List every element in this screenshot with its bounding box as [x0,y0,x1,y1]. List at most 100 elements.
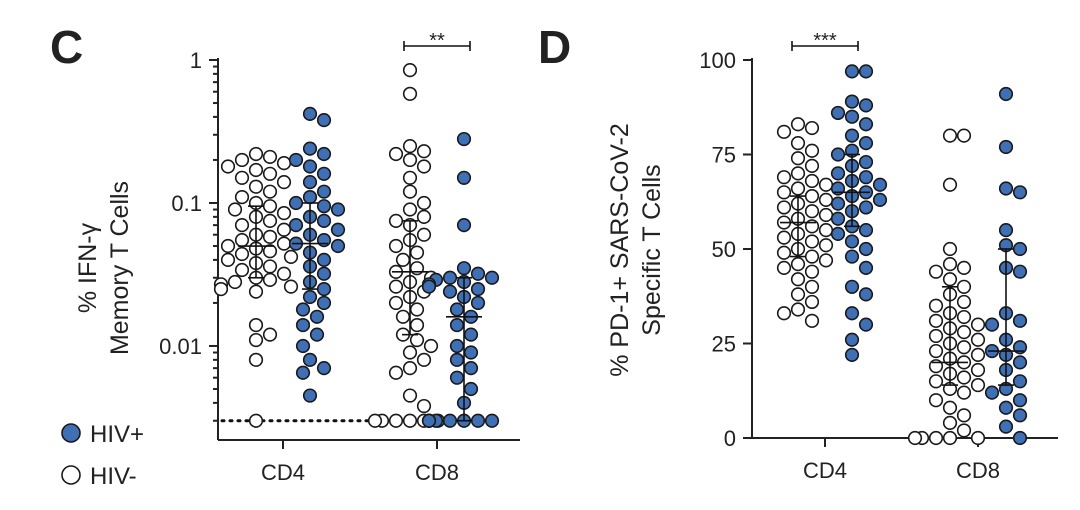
data-point [449,302,465,317]
data-point [970,317,986,332]
data-point [416,195,432,211]
data-point [234,262,250,278]
data-point [844,234,860,249]
data-point [804,120,820,136]
y-tick-label: 25 [712,332,736,357]
data-point [276,236,292,251]
data-point [804,264,820,279]
data-point [234,152,250,168]
data-point [804,158,820,173]
data-point [456,261,472,276]
data-point [776,260,792,276]
data-point [288,218,304,233]
data-point [395,252,411,267]
data-point [367,413,383,428]
data-point [316,281,332,297]
data-point [316,112,332,128]
data-point [248,162,264,178]
data-point [1012,408,1028,423]
data-point [484,413,500,428]
data-point [316,266,332,281]
data-point [844,64,860,79]
data-point [907,430,923,446]
data-point [416,144,432,159]
data-point [470,295,486,311]
data-point [248,352,264,367]
data-point [213,281,229,297]
data-point [262,184,278,199]
data-point [818,192,834,207]
data-point [302,189,318,205]
significance-label: *** [813,30,837,52]
data-point [928,313,944,328]
data-point [248,179,264,194]
data-point [449,352,465,367]
data-point [942,415,958,430]
data-point [276,205,292,221]
data-point [776,200,792,215]
data-point [295,365,311,380]
data-point [388,365,404,380]
data-point [844,279,860,294]
data-point [302,174,318,190]
data-point [316,252,332,267]
data-point [402,388,418,403]
data-point [248,413,264,428]
data-point [402,202,418,217]
data-point [442,284,458,299]
data-point [998,400,1014,415]
data-point [295,338,311,354]
data-point [276,222,292,237]
data-point [844,128,860,143]
series-cd8-hiv-positive [984,86,1028,446]
data-point [790,287,806,302]
x-tick-label-cd8: CD8 [956,458,1000,483]
data-point [956,325,972,340]
data-point [262,166,278,181]
data-point [402,62,418,78]
y-axis-label-line2: Specific T Cells [638,164,666,335]
data-point [388,146,404,162]
data-point [858,287,874,302]
data-point [388,413,404,428]
data-point [858,98,874,113]
legend: HIV+ HIV- [61,421,144,490]
data-point [844,249,860,264]
data-point [470,266,486,281]
data-point [776,124,792,139]
data-point [942,272,958,287]
data-point [416,352,432,367]
data-point [402,152,418,168]
data-point [790,181,806,196]
data-point [1012,185,1028,200]
data-point [804,234,820,249]
data-point [316,295,332,311]
data-point [220,238,236,254]
data-point [956,309,972,325]
data-point [220,252,236,267]
data-point [302,352,318,367]
data-point [844,109,860,124]
data-point [227,274,243,290]
data-point [402,86,418,101]
data-point [956,408,972,423]
data-point [262,229,278,244]
data-point [956,340,972,355]
data-point [830,166,846,181]
data-point [463,381,479,397]
data-point [790,302,806,317]
data-point [956,260,972,276]
data-point [872,177,888,192]
data-point [402,170,418,185]
data-point [928,430,944,446]
legend-marker-hiv-negative [61,465,81,485]
data-point [858,317,874,332]
x-tick-label-cd4: CD4 [803,458,847,483]
data-point [844,332,860,347]
data-point [956,385,972,400]
data-point [928,343,944,359]
plot-area-c: ** [213,30,500,428]
y-tick-label: 50 [712,237,736,262]
data-point [456,131,472,147]
data-point [1012,241,1028,257]
